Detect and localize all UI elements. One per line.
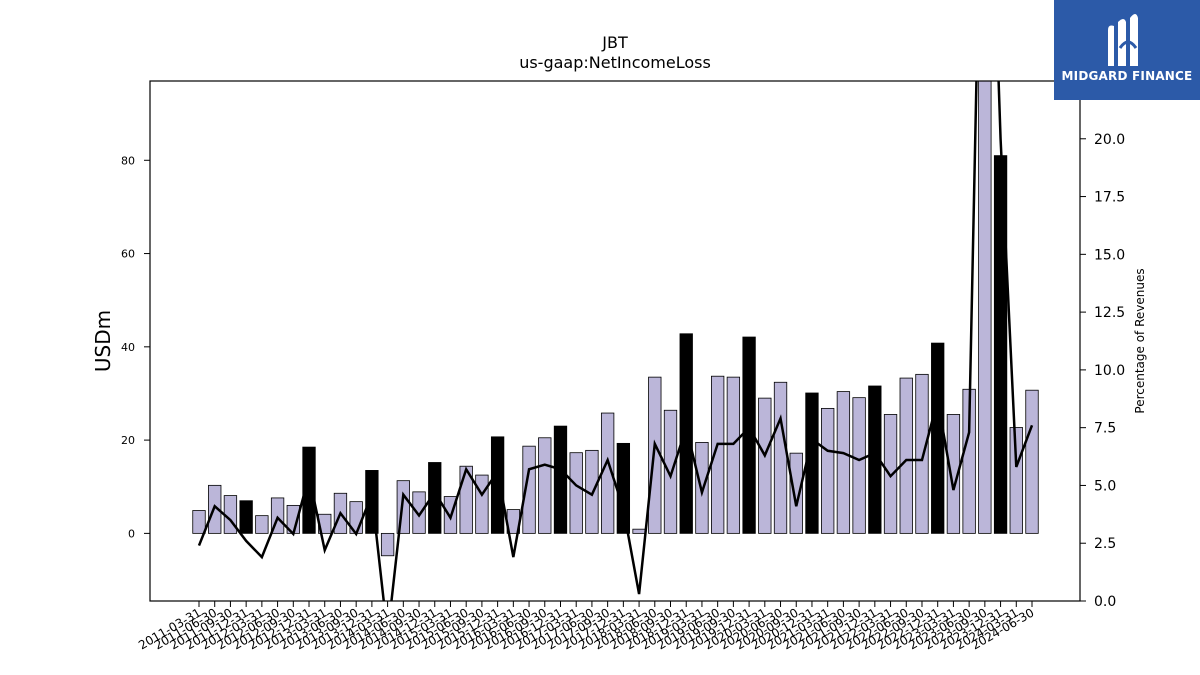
midgard-finance-logo: MIDGARD FINANCE [1054, 0, 1200, 100]
bar-2022-09-30 [915, 373, 929, 534]
bar-2014-03-31 [380, 532, 395, 557]
bar-2016-12-31 [553, 425, 568, 534]
bar-2019-06-30 [711, 375, 725, 534]
right-axis: 0.0 2.5 5.0 7.5 10.0 12.5 15.0 17.5 20.0 [1080, 132, 1125, 610]
bar-2018-03-31 [632, 528, 646, 534]
y2-tick-label: 15.0 [1094, 247, 1125, 263]
y2-axis-label: Percentage of Revenues [1133, 268, 1147, 413]
y-axis-label: USDm [91, 310, 115, 372]
y2-tick-label: 7.5 [1094, 421, 1116, 437]
revenue-percentage-line [197, 81, 1034, 601]
y-tick-label: 40 [121, 341, 135, 354]
bar-2024-06-30 [1025, 389, 1039, 534]
y2-tick-label: 5.0 [1094, 478, 1116, 494]
y-tick-label: 20 [121, 434, 135, 447]
y-tick-label: 60 [121, 248, 135, 261]
bar-2011-12-31 [239, 500, 253, 534]
bar-2011-03-31 [192, 510, 206, 534]
bar-2023-03-31 [946, 414, 961, 534]
bar-2021-06-30 [836, 391, 851, 534]
bar-2017-12-31 [616, 442, 631, 534]
y-tick-label: 0 [128, 527, 135, 540]
bar-2021-03-31 [821, 407, 835, 534]
y2-tick-label: 17.5 [1094, 190, 1125, 206]
bar-2020-06-30 [773, 381, 788, 534]
x-axis: 2011-03-312011-06-302011-09-302011-12-31… [136, 601, 1037, 652]
y2-tick-label: 2.5 [1094, 536, 1116, 552]
bar-2018-12-31 [679, 333, 693, 534]
plot-frame [149, 80, 1081, 602]
bar-2022-12-31 [931, 342, 945, 534]
y2-tick-label: 12.5 [1094, 305, 1125, 321]
bar-2014-12-31 [428, 462, 442, 534]
y2-tick-label: 0.0 [1094, 594, 1116, 610]
bar-2017-03-31 [569, 452, 583, 534]
bar-2020-03-31 [758, 397, 772, 534]
bar-2022-03-31 [883, 414, 898, 534]
bar-2014-09-30 [412, 491, 426, 534]
bar-2024-03-31 [1009, 427, 1023, 534]
y2-tick-label: 20.0 [1094, 132, 1125, 148]
left-axis: 0 20 40 60 80 [121, 154, 150, 540]
bar-2015-06-30 [459, 465, 473, 534]
bar-2023-09-30 [978, 81, 992, 534]
bar-2018-09-30 [663, 409, 678, 534]
bar-2015-09-30 [475, 474, 489, 534]
bar-2022-06-30 [899, 377, 913, 534]
bar-2015-12-31 [490, 436, 505, 534]
chart-title: JBT [601, 33, 628, 52]
chart-subtitle: us-gaap:NetIncomeLoss [519, 53, 711, 72]
midgard-logo-icon [1108, 14, 1138, 66]
y2-tick-label: 10.0 [1094, 363, 1125, 379]
bar-2012-12-31 [302, 446, 316, 534]
bar-2021-09-30 [852, 397, 866, 534]
bar-2019-09-30 [726, 376, 741, 534]
bar-2012-03-31 [255, 515, 269, 534]
bar-2021-12-31 [868, 385, 882, 534]
y-tick-label: 80 [121, 154, 135, 167]
logo-text: MIDGARD FINANCE [1061, 69, 1193, 83]
bar-2020-09-30 [789, 452, 803, 534]
bar-2016-09-30 [538, 437, 552, 534]
